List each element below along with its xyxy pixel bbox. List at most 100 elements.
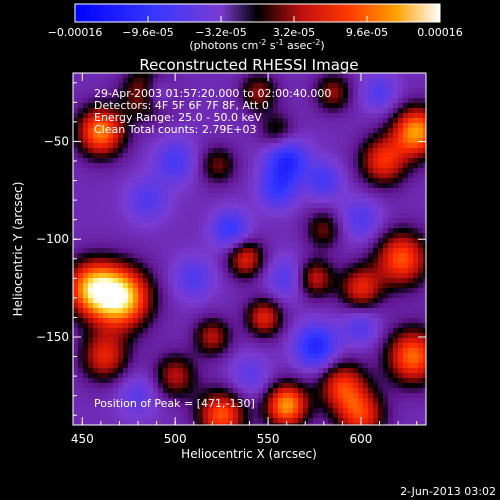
heatmap-cell	[273, 383, 279, 389]
heatmap-cell	[218, 338, 224, 344]
heatmap-cell	[228, 223, 234, 229]
heatmap-cell	[173, 163, 179, 169]
heatmap-cell	[363, 343, 369, 349]
heatmap-cell	[323, 343, 329, 349]
heatmap-cell	[413, 223, 419, 229]
heatmap-cell	[223, 213, 229, 219]
heatmap-cell	[128, 113, 134, 119]
heatmap-cell	[198, 108, 204, 114]
heatmap-cell	[128, 138, 134, 144]
heatmap-cell	[208, 258, 214, 264]
heatmap-cell	[98, 293, 104, 299]
heatmap-cell	[403, 323, 409, 329]
heatmap-cell	[158, 243, 164, 249]
heatmap-cell	[128, 323, 134, 329]
heatmap-cell	[378, 358, 384, 364]
heatmap-cell	[388, 423, 394, 425]
heatmap-cell	[283, 263, 289, 269]
heatmap-cell	[373, 203, 379, 209]
heatmap-cell	[183, 338, 189, 344]
heatmap-cell	[193, 73, 199, 79]
heatmap-cell	[333, 343, 339, 349]
heatmap-cell	[303, 223, 309, 229]
heatmap-cell	[173, 243, 179, 249]
heatmap-cell	[358, 333, 364, 339]
heatmap-cell	[373, 398, 379, 404]
heatmap-cell	[348, 418, 354, 424]
heatmap-cell	[418, 313, 424, 319]
heatmap-cell	[168, 78, 174, 84]
heatmap-cell	[333, 128, 339, 134]
heatmap-cell	[393, 338, 399, 344]
heatmap-cell	[343, 308, 349, 314]
heatmap-cell	[398, 413, 404, 419]
heatmap-cell	[328, 193, 334, 199]
heatmap-cell	[158, 313, 164, 319]
heatmap-cell	[213, 113, 219, 119]
heatmap-cell	[78, 313, 84, 319]
heatmap-cell	[388, 343, 394, 349]
colorbar-tick-label: 3.2e-05	[273, 26, 315, 39]
heatmap-cell	[288, 93, 294, 99]
heatmap-cell	[378, 333, 384, 339]
heatmap-cell	[198, 178, 204, 184]
heatmap-cell	[253, 278, 259, 284]
heatmap-cell	[233, 418, 239, 424]
heatmap-cell	[378, 273, 384, 279]
heatmap-cell	[168, 378, 174, 384]
heatmap-cell	[153, 158, 159, 164]
heatmap-cell	[343, 323, 349, 329]
heatmap-cell	[98, 338, 104, 344]
heatmap-cell	[233, 383, 239, 389]
heatmap-cell	[413, 248, 419, 254]
heatmap-cell	[133, 108, 139, 114]
heatmap-cell	[78, 83, 84, 89]
heatmap-cell	[198, 163, 204, 169]
heatmap-cell	[178, 168, 184, 174]
heatmap-cell	[183, 108, 189, 114]
heatmap-cell	[88, 328, 94, 334]
heatmap-cell	[158, 148, 164, 154]
heatmap-cell	[348, 228, 354, 234]
heatmap-cell	[388, 283, 394, 289]
heatmap-cell	[268, 93, 274, 99]
heatmap-cell	[333, 408, 339, 414]
heatmap-cell	[413, 273, 419, 279]
heatmap-cell	[253, 163, 259, 169]
heatmap-cell	[353, 158, 359, 164]
heatmap-cell	[173, 263, 179, 269]
heatmap-cell	[168, 133, 174, 139]
heatmap-cell	[248, 223, 254, 229]
heatmap-cell	[398, 143, 404, 149]
heatmap-cell	[308, 283, 314, 289]
heatmap-cell	[323, 93, 329, 99]
heatmap-cell	[198, 168, 204, 174]
heatmap-cell	[298, 188, 304, 194]
heatmap-cell	[258, 298, 264, 304]
heatmap-cell	[163, 133, 169, 139]
heatmap-cell	[413, 148, 419, 154]
heatmap-cell	[328, 308, 334, 314]
heatmap-cell	[358, 123, 364, 129]
heatmap-cell	[133, 138, 139, 144]
heatmap-cell	[243, 138, 249, 144]
heatmap-cell	[128, 98, 134, 104]
heatmap-cell	[338, 148, 344, 154]
heatmap-cell	[83, 163, 89, 169]
heatmap-cell	[383, 173, 389, 179]
heatmap-cell	[243, 423, 249, 425]
heatmap-cell	[348, 403, 354, 409]
heatmap-cell	[283, 353, 289, 359]
heatmap-cell	[253, 113, 259, 119]
heatmap-cell	[153, 298, 159, 304]
heatmap-cell	[103, 233, 109, 239]
heatmap-cell	[98, 108, 104, 114]
heatmap-cell	[128, 183, 134, 189]
heatmap-cell	[83, 403, 89, 409]
heatmap-cell	[368, 293, 374, 299]
heatmap-cell	[348, 128, 354, 134]
heatmap-cell	[348, 278, 354, 284]
heatmap-cell	[333, 413, 339, 419]
heatmap-cell	[418, 213, 424, 219]
heatmap-cell	[83, 293, 89, 299]
